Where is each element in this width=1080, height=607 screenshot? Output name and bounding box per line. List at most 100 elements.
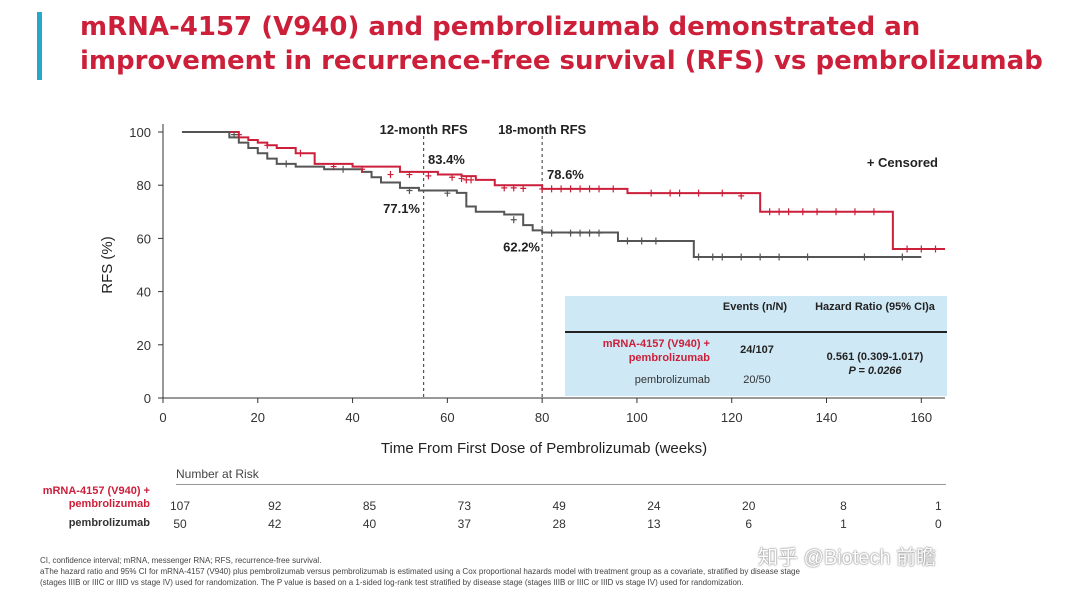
combo-censor-mark <box>359 165 366 173</box>
events-header: Events (n/N) <box>722 301 788 313</box>
y-tick-label: 80 <box>137 178 151 193</box>
mono-censor-mark <box>652 237 659 245</box>
mono-censor-mark <box>567 229 574 237</box>
combo-censor-mark <box>776 208 783 216</box>
combo-censor-mark <box>695 189 702 197</box>
combo-censor-mark <box>932 245 939 253</box>
combo-censor-mark <box>719 189 726 197</box>
mono-censor-mark <box>709 253 716 261</box>
risk-count: 85 <box>362 499 377 513</box>
footnote-1: CI, confidence interval; mRNA, messenger… <box>40 556 322 565</box>
y-tick-label: 40 <box>137 285 151 300</box>
hazard-ratio-value: 0.561 (0.309-1.017) <box>826 351 924 363</box>
combo-censor-mark <box>799 208 806 216</box>
risk-count: 0 <box>934 517 942 531</box>
rfs-annotation: 77.1% <box>383 201 420 216</box>
footnote-2: aThe hazard ratio and 95% CI for mRNA-41… <box>40 567 800 576</box>
combo-censor-mark <box>870 208 877 216</box>
risk-count: 20 <box>742 499 756 513</box>
risk-count: 92 <box>268 499 282 513</box>
mono-censor-mark <box>695 253 702 261</box>
risk-table-rule <box>176 484 946 485</box>
hazard-ratio-table: Events (n/N) Hazard Ratio (95% CI)a mRNA… <box>565 296 947 396</box>
combo-censor-mark <box>387 171 394 179</box>
reference-label: 12-month RFS <box>380 122 468 137</box>
table-rule <box>565 331 947 333</box>
combo-censor-mark <box>548 185 555 193</box>
combo-censor-mark <box>501 184 508 192</box>
x-tick-label: 100 <box>626 410 648 425</box>
combo-censor-mark <box>577 185 584 193</box>
combo-curve <box>181 131 945 251</box>
combo-censor-mark <box>520 184 527 192</box>
reference-label: 18-month RFS <box>498 122 586 137</box>
mono-censor-mark <box>283 160 290 168</box>
risk-table-header: Number at Risk <box>176 467 259 481</box>
mono-censor-mark <box>596 229 603 237</box>
combo-censor-mark <box>586 185 593 193</box>
risk-label-combo: mRNA-4157 (V940) + pembrolizumab <box>42 485 150 510</box>
combo-censor-mark <box>567 185 574 193</box>
watermark: 知乎 @Biotech 前瞻 <box>758 547 937 569</box>
combo-censor-mark <box>904 245 911 253</box>
mono-censor-mark <box>861 253 868 261</box>
mono-censor-mark <box>231 131 238 139</box>
risk-count: 24 <box>647 499 661 513</box>
mono-censor-mark <box>757 253 764 261</box>
combo-censor-mark <box>832 208 839 216</box>
risk-label-mono: pembrolizumab <box>68 517 150 529</box>
mono-censor-mark <box>624 237 631 245</box>
risk-count: 73 <box>457 499 472 513</box>
y-axis-label: RFS (%) <box>99 236 116 294</box>
x-axis-label: Time From First Dose of Pembrolizumab (w… <box>381 440 707 457</box>
combo-censor-mark <box>425 172 432 180</box>
x-tick-label: 20 <box>251 410 265 425</box>
mono-censor-mark <box>638 237 645 245</box>
slide-title: mRNA-4157 (V940) and pembrolizumab demon… <box>80 12 1043 76</box>
table-row-mono-label: pembrolizumab <box>634 374 710 386</box>
table-row-combo-label: mRNA-4157 (V940) + pembrolizumab <box>602 338 710 364</box>
mono-curve <box>181 131 922 259</box>
combo-censor-mark <box>458 175 465 183</box>
mono-censor-mark <box>738 253 745 261</box>
y-tick-label: 60 <box>137 231 151 246</box>
mono-censor-mark <box>406 187 413 195</box>
table-row-mono-events: 20/50 <box>743 374 771 386</box>
combo-censor-mark <box>539 185 546 193</box>
combo-censor-mark <box>264 141 271 149</box>
combo-censor-mark <box>814 208 821 216</box>
risk-count: 107 <box>169 499 191 513</box>
combo-censor-mark <box>558 185 565 193</box>
table-row-combo-events: 24/107 <box>740 344 774 356</box>
combo-censor-mark <box>851 208 858 216</box>
combo-censor-mark <box>406 171 413 179</box>
x-tick-label: 160 <box>910 410 932 425</box>
rfs-annotation: 83.4% <box>428 152 465 167</box>
rfs-annotation: 62.2% <box>503 240 540 255</box>
x-tick-label: 40 <box>345 410 359 425</box>
combo-censor-mark <box>330 163 337 171</box>
risk-count: 6 <box>745 517 753 531</box>
risk-count: 28 <box>552 517 566 531</box>
mono-censor-mark <box>444 189 451 197</box>
risk-count: 37 <box>457 517 472 531</box>
risk-count: 49 <box>552 499 566 513</box>
risk-count: 13 <box>647 517 661 531</box>
combo-censor-mark <box>918 245 925 253</box>
x-tick-label: 120 <box>721 410 743 425</box>
footnote-3: (stages IIIB or IIIC or IIID vs stage IV… <box>40 578 744 587</box>
mono-censor-mark <box>719 253 726 261</box>
hazard-ratio-header: Hazard Ratio (95% CI)a <box>815 301 935 313</box>
combo-censor-mark <box>676 189 683 197</box>
x-tick-label: 60 <box>440 410 454 425</box>
combo-censor-mark <box>648 189 655 197</box>
x-tick-label: 140 <box>816 410 838 425</box>
x-tick-label: 80 <box>535 410 549 425</box>
combo-censor-mark <box>610 185 617 193</box>
combo-censor-mark <box>766 208 773 216</box>
combo-censor-mark <box>596 185 603 193</box>
combo-censor-mark <box>468 176 475 184</box>
mono-censor-mark <box>510 216 517 224</box>
mono-censor-mark <box>899 253 906 261</box>
y-tick-label: 20 <box>137 338 151 353</box>
